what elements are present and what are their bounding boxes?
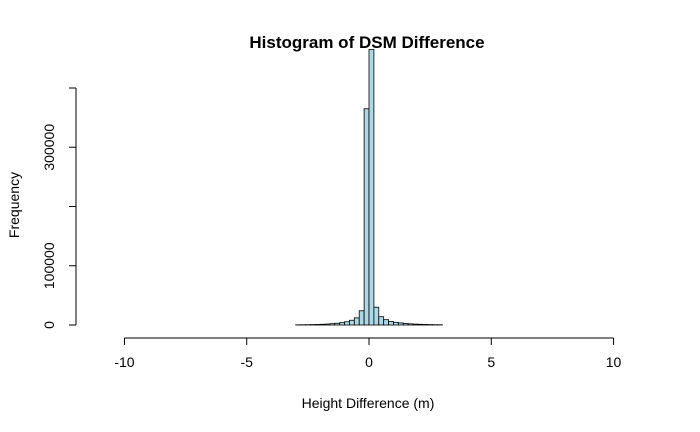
y-axis: 0 100000 300000 <box>41 87 77 329</box>
histogram-bar <box>329 323 336 326</box>
histogram-bar <box>358 310 365 326</box>
histogram-bar <box>402 323 409 326</box>
bars-group <box>295 49 443 326</box>
histogram-bar <box>407 323 414 326</box>
x-tick-label: -10 <box>114 354 134 370</box>
x-tick-label: 0 <box>365 354 373 370</box>
histogram-bar <box>353 317 360 326</box>
x-tick-label: 5 <box>487 354 495 370</box>
histogram-bar <box>388 321 394 326</box>
y-tick-label: 100000 <box>41 242 57 289</box>
histogram-bar <box>363 108 370 326</box>
chart-title: Histogram of DSM Difference <box>249 33 484 52</box>
histogram-bar <box>334 322 341 326</box>
histogram-bar <box>373 306 380 326</box>
histogram-bar <box>324 323 331 326</box>
histogram-bar <box>383 319 389 326</box>
histogram-bar <box>319 323 326 326</box>
histogram-bar <box>422 324 429 326</box>
histogram-bar <box>314 324 321 326</box>
histogram-bar <box>397 322 404 326</box>
y-tick-label: 0 <box>41 321 57 329</box>
x-tick-label: -5 <box>241 354 254 370</box>
histogram-bar <box>344 321 350 326</box>
x-axis: -10 -5 0 5 10 <box>114 337 622 370</box>
histogram-bar <box>349 319 355 326</box>
histogram-bar <box>378 316 385 326</box>
x-tick-label: 10 <box>606 354 622 370</box>
histogram-bar <box>393 321 399 326</box>
histogram-bar <box>368 49 375 326</box>
y-axis-label: Frequency <box>6 172 22 238</box>
histogram-bar <box>412 323 419 326</box>
y-tick-label: 300000 <box>41 124 57 171</box>
histogram-bar <box>339 322 345 326</box>
histogram-bar <box>417 323 424 326</box>
x-axis-label: Height Difference (m) <box>302 395 435 411</box>
